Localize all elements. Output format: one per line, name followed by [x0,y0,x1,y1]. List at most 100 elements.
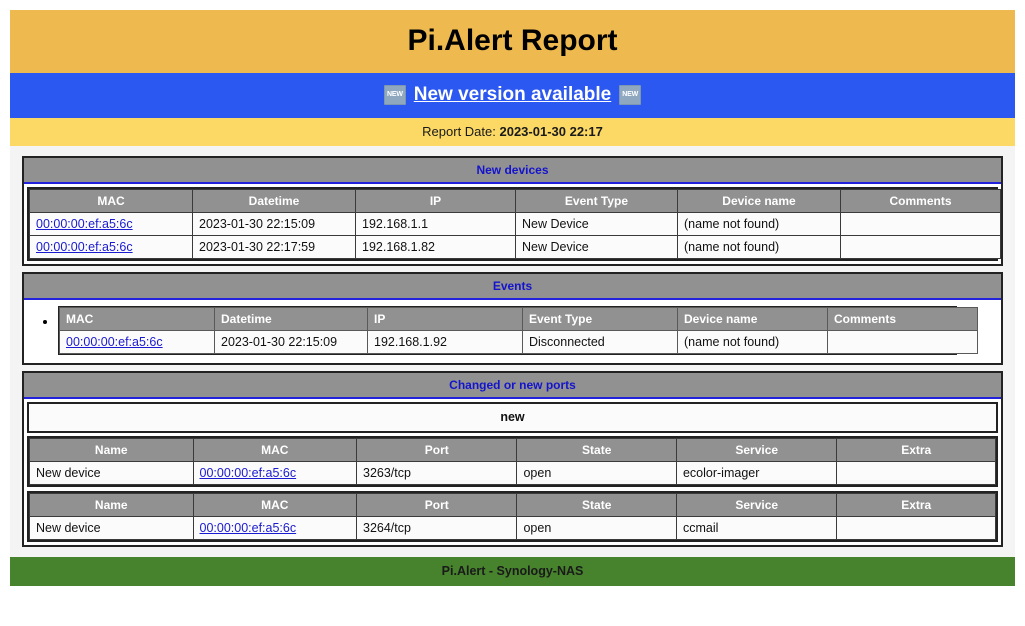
cell-port: 3263/tcp [355,461,518,485]
column-header-datetime: Datetime [214,307,368,331]
table-header-row: MAC Datetime IP Event Type Device name C… [59,307,978,331]
events-body: MAC Datetime IP Event Type Device name C… [24,300,1001,363]
events-table: MAC Datetime IP Event Type Device name C… [59,307,978,354]
column-header-extra: Extra [836,438,996,462]
table-header-row: MAC Datetime IP Event Type Device name C… [29,189,1001,213]
column-header-port: Port [355,438,518,462]
mac-link[interactable]: 00:00:00:ef:a5:6c [199,521,297,535]
cell-ip: 192.168.1.1 [355,212,516,236]
section-title-new-devices: New devices [24,158,1001,184]
column-header-service: Service [675,438,838,462]
column-header-state: State [516,438,677,462]
list-item: MAC Datetime IP Event Type Device name C… [58,306,997,355]
ports-body: new Name MAC Port State [24,399,1001,545]
section-changed-ports: Changed or new ports new Name MAC [22,371,1003,547]
new-badge-right-icon: NEW [619,85,641,105]
new-devices-table: MAC Datetime IP Event Type Device name C… [29,189,1001,259]
column-header-extra: Extra [836,493,996,517]
table-row: 00:00:00:ef:a5:6c 2023-01-30 22:17:59 19… [29,235,1001,259]
column-header-datetime: Datetime [192,189,356,213]
report-date-value: 2023-01-30 22:17 [499,124,603,139]
table-header-row: Name MAC Port State Service Extra [29,493,996,517]
cell-comments [840,212,1001,236]
column-header-mac: MAC [192,493,357,517]
cell-datetime: 2023-01-30 22:15:09 [214,330,368,354]
page-header: Pi.Alert Report [10,10,1015,73]
column-header-event-type: Event Type [515,189,678,213]
cell-mac: 00:00:00:ef:a5:6c [192,461,357,485]
cell-mac: 00:00:00:ef:a5:6c [29,235,193,259]
cell-mac: 00:00:00:ef:a5:6c [59,330,215,354]
cell-service: ccmail [675,516,838,540]
column-header-event-type: Event Type [522,307,678,331]
cell-port: 3264/tcp [355,516,518,540]
column-header-comments: Comments [827,307,978,331]
report-date-bar: Report Date: 2023-01-30 22:17 [10,118,1015,146]
cell-comments [840,235,1001,259]
mac-link[interactable]: 00:00:00:ef:a5:6c [36,217,133,231]
report-date-label: Report Date: [422,124,496,139]
report-content: New devices MAC Datetime IP Event Type D… [10,146,1015,557]
cell-name: New device [29,461,194,485]
cell-event-type: New Device [515,235,678,259]
column-header-ip: IP [367,307,523,331]
cell-device-name: (name not found) [677,212,841,236]
column-header-name: Name [29,493,194,517]
ports-subtitle: new [27,402,998,433]
table-row: New device 00:00:00:ef:a5:6c 3264/tcp op… [29,516,996,540]
cell-name: New device [29,516,194,540]
table-row: 00:00:00:ef:a5:6c 2023-01-30 22:15:09 19… [29,212,1001,236]
column-header-mac: MAC [59,307,215,331]
cell-extra [836,516,996,540]
cell-datetime: 2023-01-30 22:17:59 [192,235,356,259]
cell-datetime: 2023-01-30 22:15:09 [192,212,356,236]
new-version-banner: NEW New version available NEW [10,73,1015,118]
cell-mac: 00:00:00:ef:a5:6c [29,212,193,236]
table-row: 00:00:00:ef:a5:6c 2023-01-30 22:15:09 19… [59,330,978,354]
cell-service: ecolor-imager [675,461,838,485]
ports-table: Name MAC Port State Service Extra New de… [29,493,996,540]
cell-state: open [516,516,677,540]
cell-event-type: Disconnected [522,330,678,354]
cell-device-name: (name not found) [677,235,841,259]
new-devices-table-wrapper: MAC Datetime IP Event Type Device name C… [27,187,1001,261]
column-header-port: Port [355,493,518,517]
mac-link[interactable]: 00:00:00:ef:a5:6c [36,240,133,254]
page-title: Pi.Alert Report [407,24,618,57]
column-header-service: Service [675,493,838,517]
events-table-wrapper: MAC Datetime IP Event Type Device name C… [58,306,978,355]
new-version-label: New version available [413,84,612,105]
mac-link[interactable]: 00:00:00:ef:a5:6c [199,466,297,480]
column-header-mac: MAC [192,438,357,462]
table-header-row: Name MAC Port State Service Extra [29,438,996,462]
column-header-name: Name [29,438,194,462]
ports-table-wrapper: Name MAC Port State Service Extra New de… [27,436,998,487]
cell-device-name: (name not found) [677,330,828,354]
column-header-device-name: Device name [677,189,841,213]
cell-ip: 192.168.1.92 [367,330,523,354]
column-header-device-name: Device name [677,307,828,331]
new-badge-left-icon: NEW [384,85,406,105]
table-row: New device 00:00:00:ef:a5:6c 3263/tcp op… [29,461,996,485]
section-title-events: Events [24,274,1001,300]
cell-extra [836,461,996,485]
ports-table: Name MAC Port State Service Extra New de… [29,438,996,485]
column-header-comments: Comments [840,189,1001,213]
ports-table-wrapper: Name MAC Port State Service Extra New de… [27,491,998,542]
events-list: MAC Datetime IP Event Type Device name C… [28,306,997,355]
column-header-state: State [516,493,677,517]
section-new-devices: New devices MAC Datetime IP Event Type D… [22,156,1003,266]
cell-ip: 192.168.1.82 [355,235,516,259]
column-header-mac: MAC [29,189,193,213]
mac-link[interactable]: 00:00:00:ef:a5:6c [66,335,163,349]
section-title-changed-ports: Changed or new ports [24,373,1001,399]
column-header-ip: IP [355,189,516,213]
page-footer: Pi.Alert - Synology-NAS [10,557,1015,586]
cell-event-type: New Device [515,212,678,236]
new-version-link[interactable]: NEW New version available NEW [384,84,641,106]
cell-state: open [516,461,677,485]
cell-comments [827,330,978,354]
section-events: Events MAC [22,272,1003,365]
cell-mac: 00:00:00:ef:a5:6c [192,516,357,540]
